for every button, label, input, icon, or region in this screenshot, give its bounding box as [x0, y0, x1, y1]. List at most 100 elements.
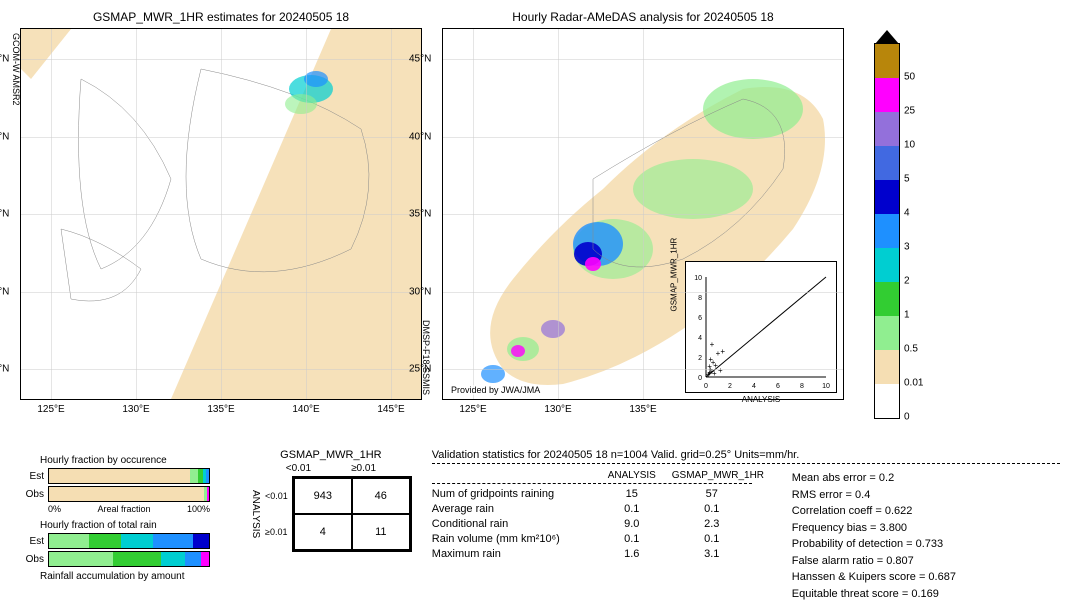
xtick: 135°E [207, 404, 234, 415]
svg-text:10: 10 [694, 275, 702, 282]
ct-side-label: ANALYSIS [250, 490, 261, 538]
ct-row-headers: <0.01 ≥0.01 [265, 478, 288, 550]
satellite-label-br: DMSP-F18 SSMIS [421, 320, 431, 395]
stat-label: Num of gridpoints raining [432, 488, 592, 500]
metric-line: Correlation coeff = 0.622 [792, 503, 956, 520]
svg-text:+: + [707, 369, 712, 378]
occurrence-bars: EstObs [20, 468, 230, 502]
xtick: 135°E [629, 404, 656, 415]
metric-line: RMS error = 0.4 [792, 487, 956, 504]
axis-0: 0% [48, 504, 61, 514]
ct-title: GSMAP_MWR_1HR [280, 449, 381, 461]
ct-grid: 943 46 4 11 [292, 476, 412, 552]
metric-line: Equitable threat score = 0.169 [792, 586, 956, 603]
colorbar-tick: 0.01 [904, 378, 923, 389]
ct-col-headers: <0.01 ≥0.01 [286, 463, 376, 474]
bars-title-1: Hourly fraction by occurence [40, 455, 230, 466]
stats-block: Validation statistics for 20240505 18 n=… [432, 449, 1060, 602]
stat-val-a: 0.1 [592, 533, 672, 545]
ytick: 25°N [409, 364, 431, 375]
total-rain-bars: EstObs [20, 533, 230, 567]
colorbar-tick: 10 [904, 140, 915, 151]
bar-track [48, 551, 210, 567]
svg-text:2: 2 [728, 383, 732, 390]
svg-text:+: + [712, 369, 717, 378]
stats-table: ANALYSIS GSMAP_MWR_1HR Num of gridpoints… [432, 470, 752, 602]
svg-text:0: 0 [704, 383, 708, 390]
svg-text:+: + [720, 347, 725, 356]
colorbar-tick: 50 [904, 72, 915, 83]
colorbar: 00.010.512345102550 [874, 30, 900, 419]
xtick: 130°E [122, 404, 149, 415]
svg-text:4: 4 [752, 383, 756, 390]
stat-val-a: 1.6 [592, 548, 672, 560]
svg-text:+: + [718, 366, 723, 375]
svg-text:6: 6 [698, 315, 702, 322]
right-map-title: Hourly Radar-AMeDAS analysis for 2024050… [442, 10, 844, 24]
ytick: 35°N [0, 209, 9, 220]
svg-text:4: 4 [698, 335, 702, 342]
ytick: 40°N [409, 131, 431, 142]
st-ch-1: GSMAP_MWR_1HR [672, 470, 752, 481]
top-row: GSMAP_MWR_1HR estimates for 20240505 18 … [20, 10, 1060, 419]
ytick: 35°N [409, 209, 431, 220]
bar-row-label: Obs [20, 554, 44, 565]
axis-100: 100% [187, 504, 210, 514]
svg-text:+: + [710, 340, 715, 349]
attribution: Provided by JWA/JMA [449, 385, 542, 395]
stats-metrics: Mean abs error = 0.2RMS error = 0.4Corre… [792, 470, 956, 602]
bottom-row: Hourly fraction by occurence EstObs 0% A… [20, 449, 1060, 602]
svg-text:8: 8 [698, 295, 702, 302]
ytick: 30°N [409, 286, 431, 297]
stat-val-b: 2.3 [672, 518, 752, 530]
colorbar-tick: 25 [904, 106, 915, 117]
metric-line: Frequency bias = 3.800 [792, 520, 956, 537]
right-map: Provided by JWA/JMA [442, 28, 844, 400]
stat-val-a: 0.1 [592, 503, 672, 515]
ytick: 30°N [0, 286, 9, 297]
ct-cell-11: 11 [352, 514, 410, 550]
svg-text:+: + [708, 355, 713, 364]
colorbar-arrow-icon [875, 30, 899, 44]
left-map: GCOM-W AMSR2 DMSP-F18 SSMIS 45°N40°N35°N… [20, 28, 422, 400]
colorbar-tick: 0.5 [904, 344, 918, 355]
metric-line: Probability of detection = 0.733 [792, 536, 956, 553]
xtick: 145°E [377, 404, 404, 415]
bars-title-3: Rainfall accumulation by amount [40, 571, 230, 582]
divider [432, 463, 1060, 464]
xtick: 125°E [37, 404, 64, 415]
stat-val-a: 15 [592, 488, 672, 500]
bar-track [48, 533, 210, 549]
ct-rh-0: <0.01 [265, 491, 288, 501]
inset-ylabel: GSMAP_MWR_1HR [670, 238, 679, 312]
stat-label: Conditional rain [432, 518, 592, 530]
st-ch-0: ANALYSIS [592, 470, 672, 481]
bar-track [48, 486, 210, 502]
bar-row-label: Obs [20, 489, 44, 500]
ct-cell-01: 46 [352, 478, 410, 514]
bar-track [48, 468, 210, 484]
contingency-table: GSMAP_MWR_1HR <0.01 ≥0.01 ANALYSIS <0.01… [250, 449, 412, 552]
inset-xlabel: ANALYSIS [742, 395, 781, 404]
colorbar-bar [874, 43, 900, 419]
stat-label: Rain volume (mm km²10⁶) [432, 533, 592, 545]
colorbar-tick: 1 [904, 310, 910, 321]
ytick: 45°N [409, 54, 431, 65]
colorbar-tick: 2 [904, 276, 910, 287]
fraction-bars: Hourly fraction by occurence EstObs 0% A… [20, 449, 230, 584]
axis-mid: Areal fraction [97, 504, 150, 514]
xtick: 125°E [459, 404, 486, 415]
left-map-panel: GSMAP_MWR_1HR estimates for 20240505 18 … [20, 10, 422, 419]
ct-rh-1: ≥0.01 [265, 527, 288, 537]
xtick: 130°E [544, 404, 571, 415]
metric-line: Hanssen & Kuipers score = 0.687 [792, 569, 956, 586]
stat-val-a: 9.0 [592, 518, 672, 530]
stat-val-b: 0.1 [672, 503, 752, 515]
svg-text:0: 0 [698, 375, 702, 382]
bars-title-2: Hourly fraction of total rain [40, 520, 230, 531]
ct-ch-1: ≥0.01 [351, 463, 376, 474]
ytick: 25°N [0, 364, 9, 375]
colorbar-tick: 5 [904, 174, 910, 185]
ytick: 40°N [0, 131, 9, 142]
colorbar-tick: 3 [904, 242, 910, 253]
